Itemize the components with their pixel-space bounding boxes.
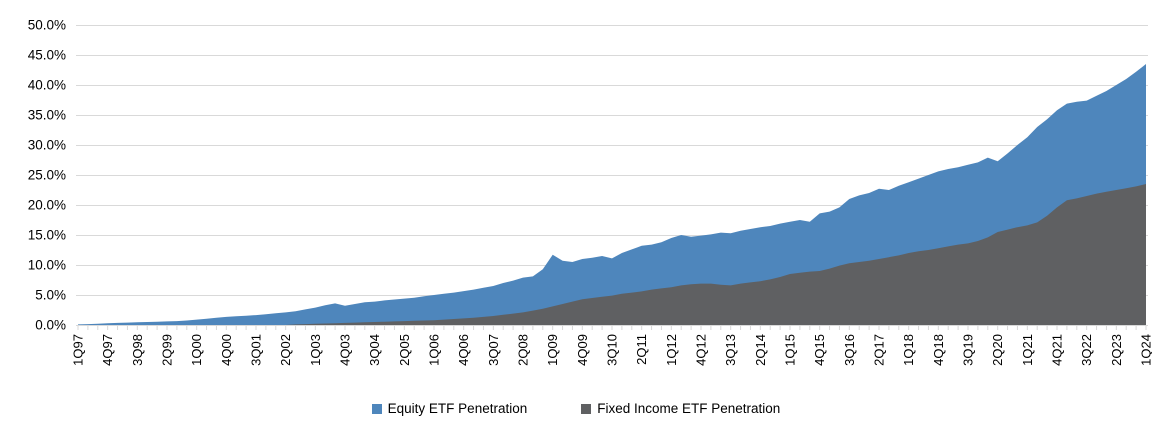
x-axis-label: 1Q03 (308, 334, 323, 366)
x-axis-label: 4Q12 (694, 334, 709, 366)
x-axis-label: 3Q98 (130, 334, 145, 366)
x-axis-label: 4Q15 (812, 334, 827, 366)
legend: Equity ETF Penetration Fixed Income ETF … (0, 401, 1152, 416)
x-axis-label: 2Q08 (516, 334, 531, 366)
x-axis-label: 1Q06 (427, 334, 442, 366)
chart-canvas: 0.0% 5.0% 10.0% 15.0% 20.0% 25.0% 30.0% 35.0% 40… (28, 18, 1152, 366)
x-axis-label: 1Q24 (1139, 334, 1152, 366)
fixed-income-area (78, 184, 1146, 325)
equity-swatch-icon (371, 403, 382, 414)
y-axis-label: 0.0% (35, 318, 66, 333)
x-axis-label: 2Q20 (990, 334, 1005, 366)
x-axis-label: 3Q16 (842, 334, 857, 366)
y-axis-label: 40.0% (28, 78, 66, 93)
x-axis-label: 1Q09 (545, 334, 560, 366)
x-axis-label: 4Q09 (575, 334, 590, 366)
x-axis-label: 2Q17 (872, 334, 887, 366)
y-axis-label: 20.0% (28, 198, 66, 213)
y-axis-label: 30.0% (28, 138, 66, 153)
legend-item-fixed-income: Fixed Income ETF Penetration (581, 401, 780, 416)
x-axis-label: 4Q00 (219, 334, 234, 366)
x-axis-label: 4Q03 (338, 334, 353, 366)
x-axis-label: 3Q07 (486, 334, 501, 366)
y-axis-label: 45.0% (28, 48, 66, 63)
x-axis-label: 2Q14 (753, 334, 768, 366)
x-axis-label: 2Q11 (634, 334, 649, 365)
fixed-income-swatch-icon (581, 403, 592, 414)
x-axis-label: 2Q23 (1109, 334, 1124, 366)
y-axis-label: 10.0% (28, 258, 66, 273)
x-axis-label: 3Q13 (723, 334, 738, 366)
x-axis-label: 1Q12 (664, 334, 679, 366)
x-axis-label: 1Q00 (189, 334, 204, 366)
x-axis-label: 3Q22 (1079, 334, 1094, 366)
x-axis-label: 4Q97 (100, 334, 115, 366)
x-axis-label: 4Q18 (931, 334, 946, 366)
y-axis-label: 25.0% (28, 168, 66, 183)
x-axis-label: 2Q99 (160, 334, 175, 366)
x-axis-label: 4Q06 (456, 334, 471, 366)
x-axis-label: 2Q05 (397, 334, 412, 366)
x-axis-label: 1Q15 (783, 334, 798, 366)
x-axis-label: 3Q19 (961, 334, 976, 366)
x-axis-label: 3Q01 (249, 334, 264, 366)
x-axis-label: 3Q04 (367, 334, 382, 366)
x-axis-label: 2Q02 (278, 334, 293, 366)
legend-item-equity: Equity ETF Penetration (371, 401, 528, 416)
x-axis-label: 1Q21 (1020, 334, 1035, 366)
equity-legend-label: Equity ETF Penetration (387, 401, 528, 416)
y-axis-label: 5.0% (35, 288, 66, 303)
y-axis-label: 15.0% (28, 228, 66, 243)
x-axis-label: 3Q10 (605, 334, 620, 366)
fixed-income-legend-label: Fixed Income ETF Penetration (597, 401, 781, 416)
x-axis-label: 1Q97 (71, 334, 86, 366)
x-axis-label: 4Q21 (1050, 334, 1065, 366)
y-axis-label: 35.0% (28, 108, 66, 123)
x-axis-label: 1Q18 (901, 334, 916, 366)
y-axis-label: 50.0% (28, 18, 66, 33)
